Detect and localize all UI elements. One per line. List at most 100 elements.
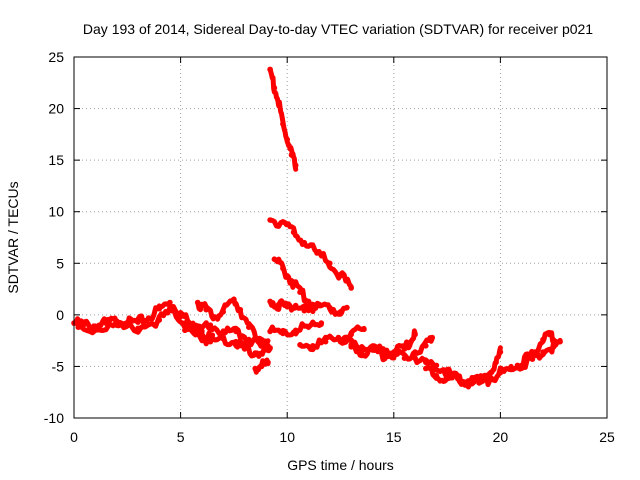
data-point — [252, 365, 258, 372]
data-point — [335, 334, 342, 341]
data-series — [423, 345, 504, 388]
series-track-line — [267, 298, 316, 315]
data-point — [497, 369, 504, 376]
data-point — [348, 285, 355, 291]
y-tick-label: 0 — [56, 307, 64, 323]
data-point — [75, 324, 82, 331]
data-point — [203, 306, 209, 313]
data-point — [314, 250, 320, 256]
data-point — [220, 309, 226, 315]
data-point — [423, 359, 429, 366]
data-point — [156, 317, 163, 323]
data-point — [182, 327, 188, 334]
data-point — [557, 338, 563, 345]
data-point — [233, 338, 239, 345]
data-point — [540, 336, 546, 343]
data-point — [327, 260, 333, 267]
data-point — [318, 320, 325, 326]
y-axis-label: SDTVAR / TECUs — [5, 181, 21, 293]
data-point — [327, 304, 333, 311]
data-point — [292, 162, 299, 169]
data-point — [292, 302, 299, 309]
data-point — [508, 366, 514, 373]
data-point — [529, 356, 536, 363]
data-point — [344, 304, 350, 311]
data-point — [401, 355, 408, 362]
data-point — [267, 328, 273, 335]
data-point — [280, 219, 286, 225]
data-point — [207, 322, 214, 329]
data-point — [465, 378, 472, 384]
data-point — [246, 336, 252, 343]
y-tick-label: -10 — [44, 410, 64, 426]
data-point — [135, 325, 141, 332]
series-track-line — [75, 305, 273, 354]
series-track-line — [297, 324, 367, 353]
data-point — [92, 326, 99, 333]
chart-title: Day 193 of 2014, Sidereal Day-to-day VTE… — [83, 21, 593, 37]
data-point — [348, 344, 355, 350]
data-series-layer — [71, 66, 563, 390]
data-point — [267, 298, 273, 305]
data-point — [288, 278, 295, 284]
series-track-line — [348, 335, 435, 363]
series-track-line — [182, 326, 269, 359]
data-point — [305, 298, 312, 305]
data-point — [455, 375, 461, 381]
data-point — [284, 303, 291, 310]
data-point — [322, 338, 329, 345]
data-point — [412, 355, 418, 362]
data-point — [156, 305, 163, 312]
x-tick-label: 20 — [493, 429, 509, 445]
data-point — [207, 338, 214, 345]
data-point — [169, 307, 175, 314]
data-series — [252, 357, 271, 375]
data-point — [182, 320, 188, 326]
series-track-line — [267, 319, 324, 338]
x-tick-label: 5 — [177, 429, 185, 445]
data-point — [540, 349, 546, 355]
data-point — [380, 352, 386, 358]
data-point — [486, 370, 493, 377]
data-series — [182, 326, 269, 359]
series-track-line — [423, 345, 503, 388]
y-tick-label: 10 — [48, 204, 64, 220]
data-point — [252, 350, 258, 356]
data-series — [267, 298, 316, 315]
data-point — [113, 322, 120, 329]
data-series — [75, 305, 273, 354]
data-point — [301, 307, 308, 314]
axis-ticks: 0 5 10 15 20 25 -10 -5 0 5 10 15 20 25 — [44, 49, 615, 445]
data-point — [359, 344, 365, 350]
data-point — [444, 376, 450, 382]
data-point — [211, 314, 218, 320]
data-point — [246, 324, 252, 331]
data-point — [292, 327, 299, 334]
data-point — [429, 334, 436, 341]
data-point — [523, 355, 529, 362]
data-point — [275, 100, 282, 107]
data-point — [337, 338, 344, 345]
data-point — [514, 362, 521, 369]
data-point — [497, 349, 504, 355]
data-point — [263, 347, 269, 353]
data-point — [233, 328, 239, 335]
data-point — [267, 66, 273, 73]
data-point — [305, 324, 312, 331]
data-point — [423, 343, 429, 349]
data-point — [337, 309, 344, 315]
data-point — [401, 346, 408, 352]
data-point — [337, 272, 344, 279]
data-point — [553, 338, 559, 345]
data-point — [476, 377, 482, 383]
data-point — [408, 338, 414, 345]
data-series — [514, 329, 559, 371]
data-point — [275, 301, 282, 308]
y-tick-label: 15 — [48, 152, 64, 168]
data-series — [267, 319, 325, 338]
data-point — [220, 335, 226, 342]
data-point — [361, 326, 367, 333]
x-tick-label: 25 — [599, 429, 615, 445]
y-tick-label: 5 — [56, 255, 64, 271]
